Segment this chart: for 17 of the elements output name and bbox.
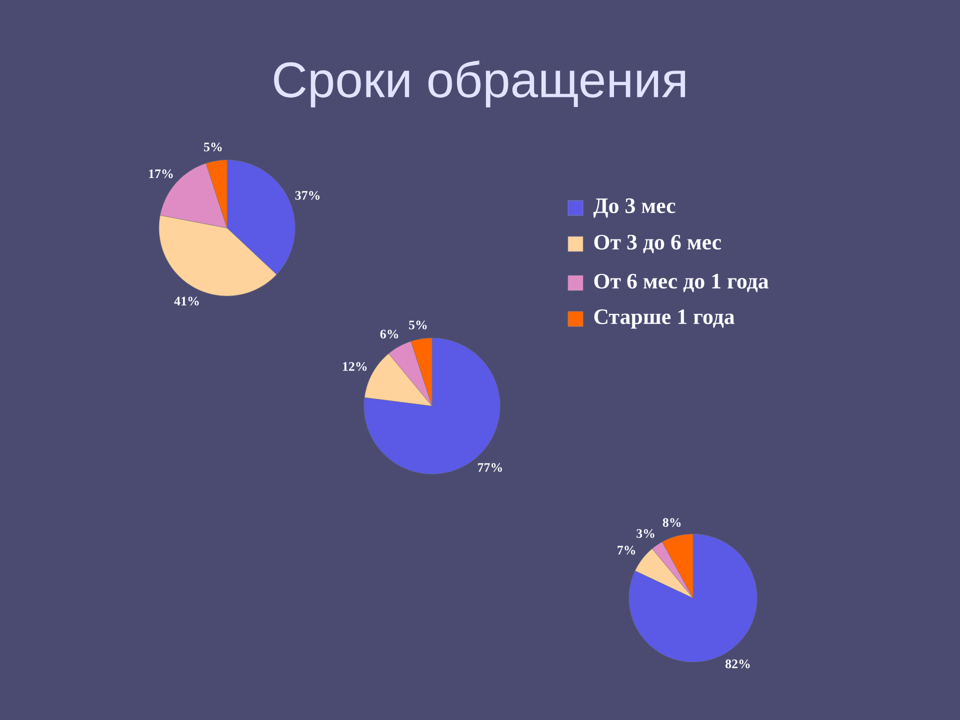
data-label: 7% [618, 546, 636, 555]
chart-title: Сроки обращения [274, 60, 686, 108]
data-label: 37% [295, 191, 320, 200]
data-label: 3% [636, 529, 654, 538]
data-label: 6% [380, 330, 398, 338]
legend-label: От 6 мес до 1 года [594, 274, 768, 292]
data-label: 82% [725, 660, 750, 668]
legend-label: Старше 1 года [594, 309, 735, 329]
legend-label: До 3 мес [593, 198, 676, 218]
data-label: 17% [149, 169, 173, 178]
data-label: 77% [478, 463, 502, 472]
data-label: 8% [662, 518, 681, 527]
data-label: 41% [174, 296, 199, 306]
data-label: 5% [204, 142, 222, 152]
data-label: 5% [409, 320, 427, 330]
legend-label: От 3 до 6 мес [594, 234, 722, 254]
data-label: 12% [342, 362, 367, 371]
